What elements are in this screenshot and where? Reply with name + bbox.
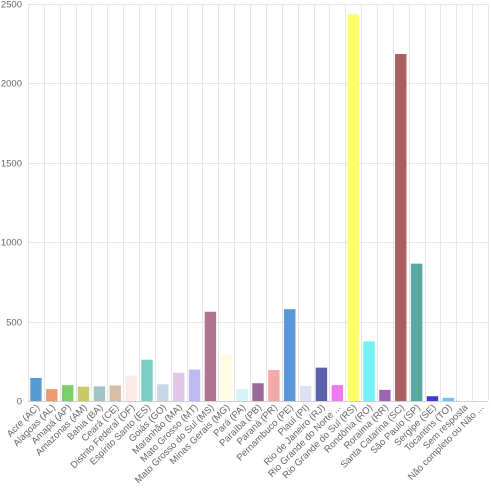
bar[interactable]	[46, 389, 58, 401]
bar[interactable]	[284, 309, 296, 401]
bar[interactable]	[442, 397, 455, 401]
bar[interactable]	[125, 375, 137, 401]
bar[interactable]	[410, 263, 423, 401]
bar[interactable]	[268, 370, 280, 401]
bar[interactable]	[347, 14, 359, 401]
bar[interactable]	[204, 311, 217, 401]
y-tick-label: 1500	[1, 159, 22, 170]
y-tick-label: 0	[17, 397, 22, 408]
bar[interactable]	[141, 359, 153, 401]
bar[interactable]	[315, 367, 328, 401]
bar[interactable]	[188, 369, 201, 401]
bar[interactable]	[299, 385, 312, 401]
bar[interactable]	[61, 385, 74, 401]
bar[interactable]	[109, 385, 121, 401]
bar[interactable]	[363, 341, 375, 401]
bar[interactable]	[379, 389, 391, 401]
bar[interactable]	[236, 389, 248, 401]
bars	[30, 14, 455, 402]
bar[interactable]	[395, 54, 407, 402]
x-axis-ticks: Acre (AC)Alagoas (AL)Amapá (AP)Amazonas …	[5, 402, 486, 486]
bar[interactable]	[30, 377, 42, 401]
bar[interactable]	[252, 383, 264, 401]
y-axis-ticks: 0 500 1000 1500 2000 2500	[1, 0, 22, 408]
bar[interactable]	[77, 386, 90, 401]
bar[interactable]	[220, 354, 232, 401]
y-tick-label: 2000	[1, 79, 22, 90]
bar[interactable]	[172, 372, 185, 401]
y-tick-label: 500	[6, 318, 22, 329]
y-tick-label: 1000	[1, 238, 22, 249]
bar[interactable]	[331, 385, 344, 401]
bar[interactable]	[93, 386, 106, 401]
bar[interactable]	[426, 396, 439, 401]
bar[interactable]	[157, 384, 169, 401]
y-tick-label: 2500	[1, 0, 22, 11]
grid-lines	[28, 4, 489, 402]
